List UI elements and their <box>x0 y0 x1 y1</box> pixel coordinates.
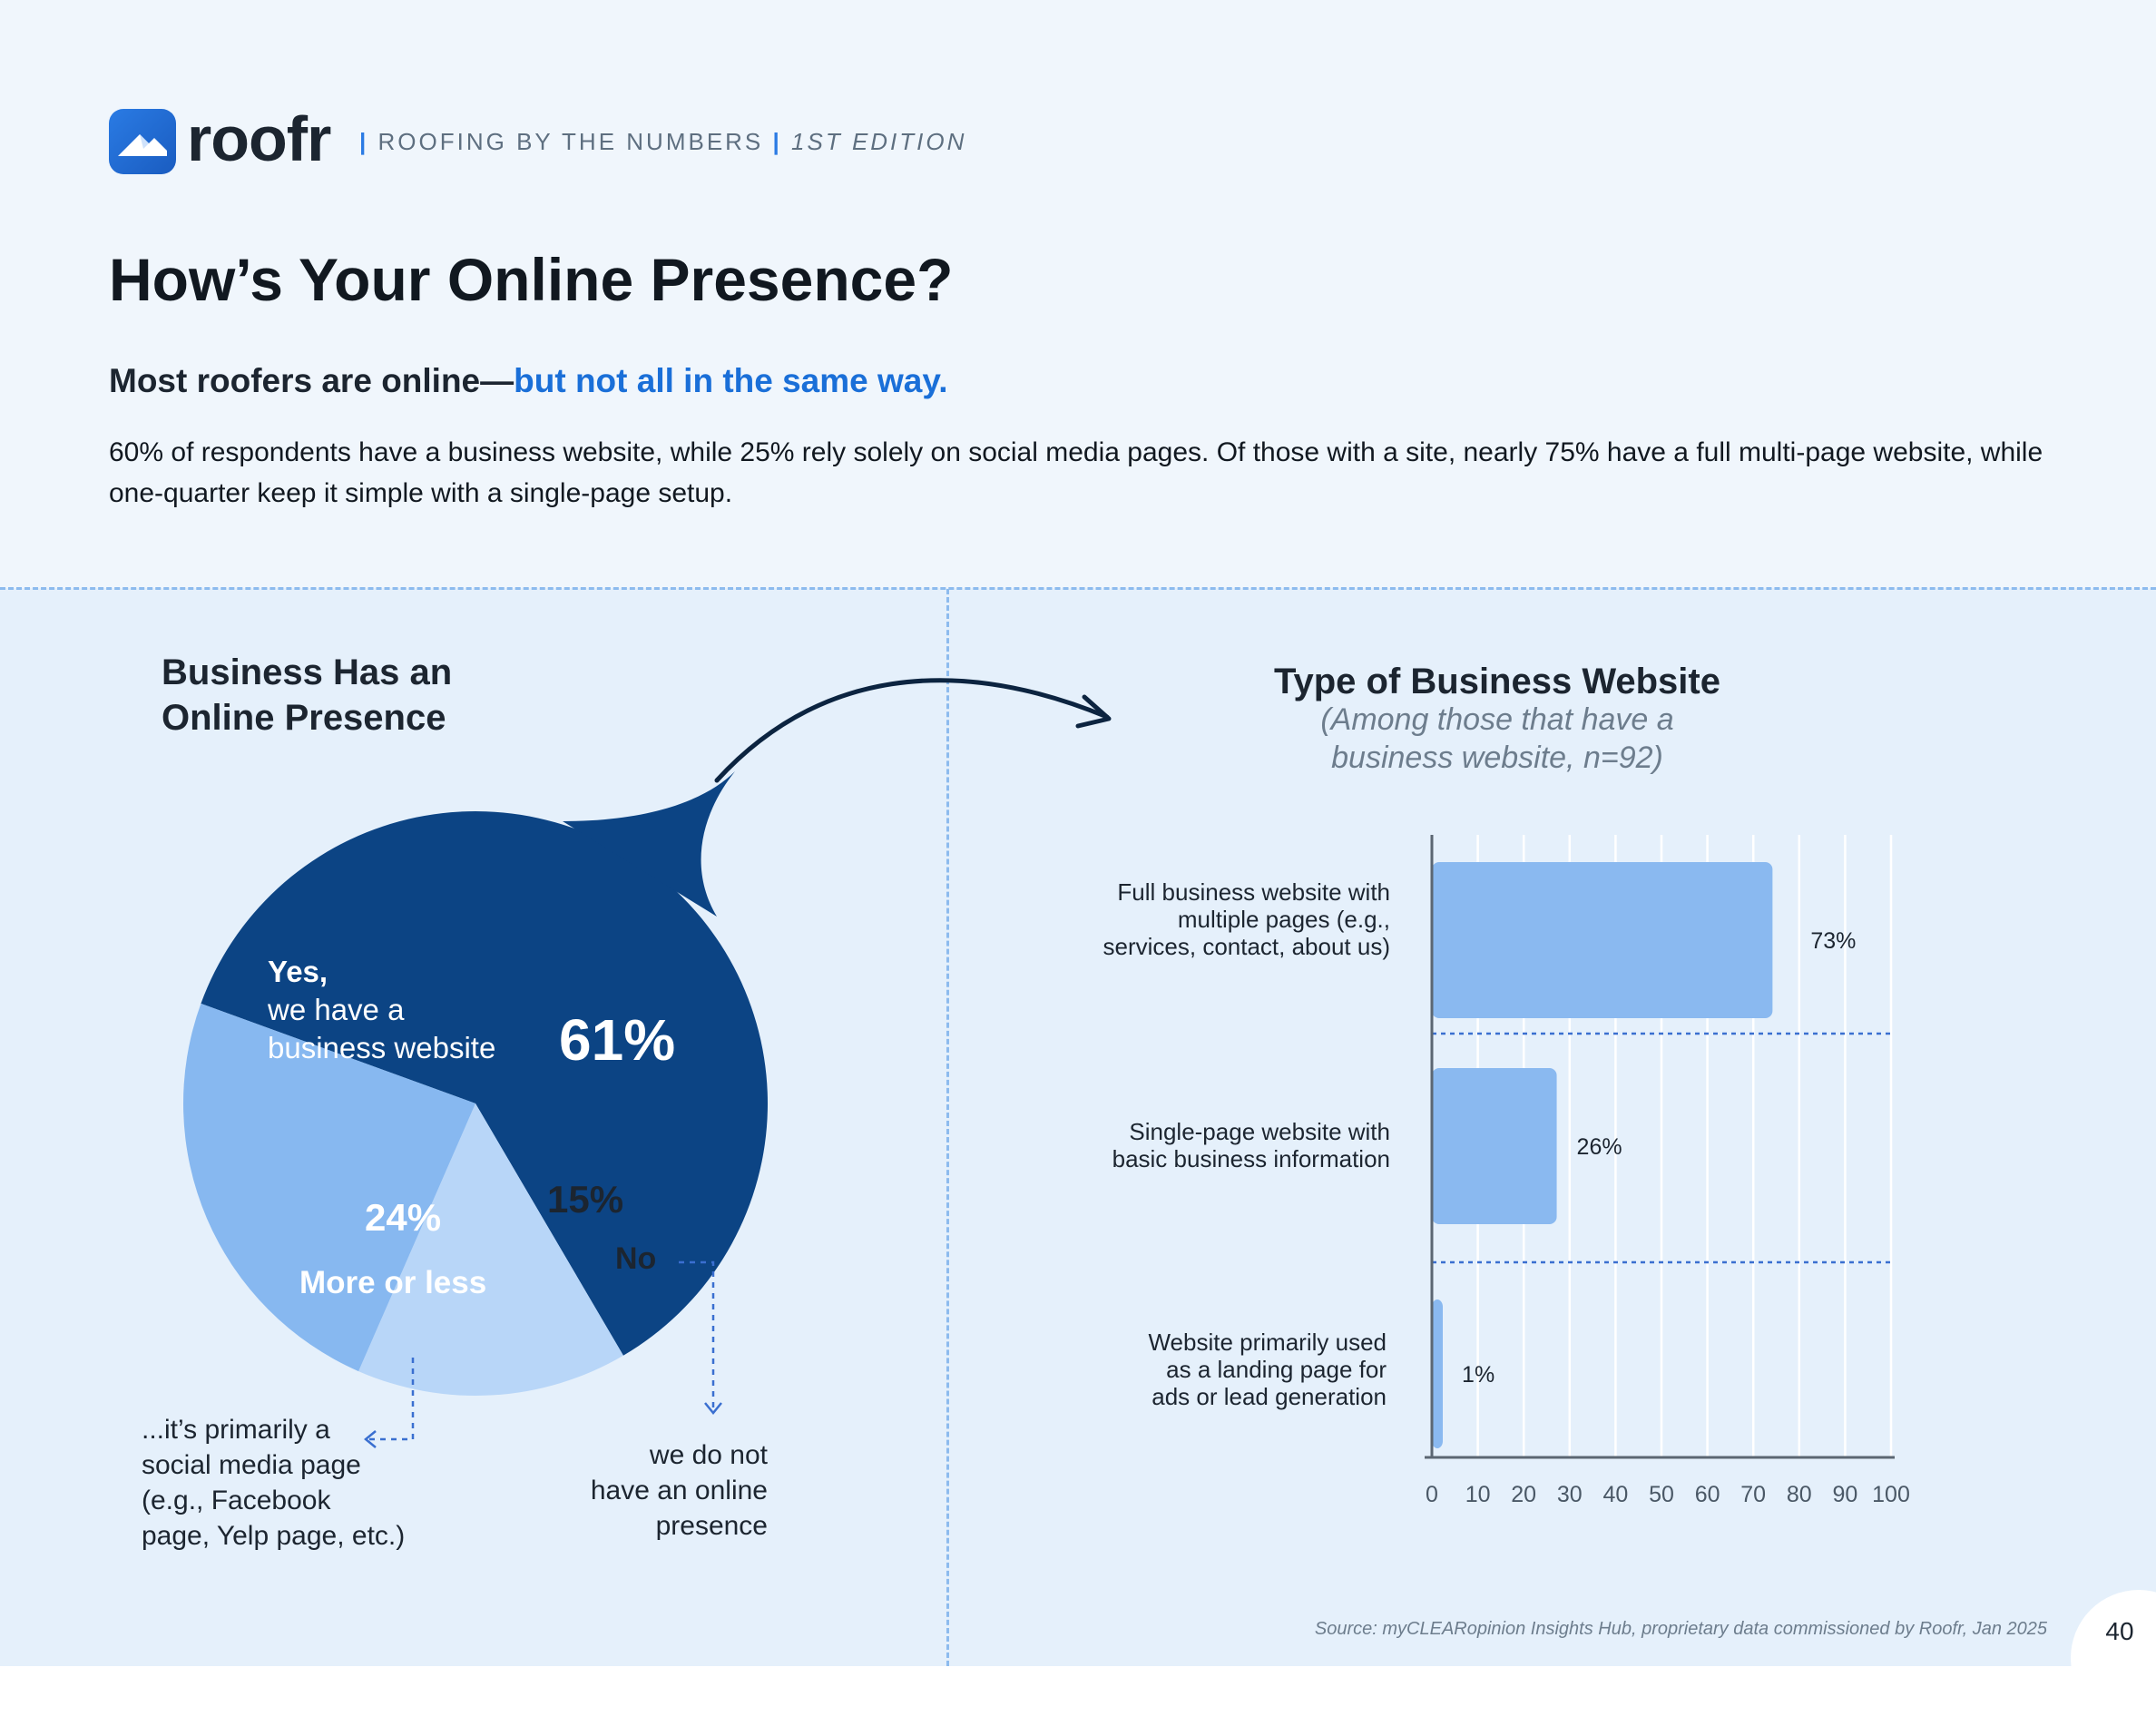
x-tick-label: 30 <box>1557 1482 1583 1507</box>
roofr-logo-icon <box>109 109 176 174</box>
x-tick-label: 100 <box>1872 1482 1910 1507</box>
bar-category-label: Full business website with multiple page… <box>1102 878 1390 960</box>
x-tick-label: 10 <box>1465 1482 1491 1507</box>
x-tick-label: 0 <box>1426 1482 1438 1507</box>
connector-arrow-head <box>1075 694 1112 729</box>
bar-chart-title: Type of Business Website <box>1274 662 1720 701</box>
x-tick-label: 80 <box>1787 1482 1812 1507</box>
report-tagline: | ROOFING BY THE NUMBERS | 1ST EDITION <box>359 128 967 155</box>
pie-label-yes: Yes, we have a business website <box>268 955 496 1064</box>
page-subtitle: Most roofers are online—but not all in t… <box>109 362 948 399</box>
header-background <box>0 0 2156 588</box>
more-or-less-note: ...it’s primarily a social media page (e… <box>142 1415 406 1551</box>
bar-chart-subtitle: (Among those that have a business websit… <box>1320 702 1674 775</box>
x-tick-label: 40 <box>1602 1482 1628 1507</box>
pie-label-no: No <box>615 1241 657 1276</box>
x-tick-label: 20 <box>1511 1482 1536 1507</box>
bar-value-label: 1% <box>1462 1362 1494 1388</box>
bar-category-label: Website primarily used as a landing page… <box>1148 1329 1387 1410</box>
logo-wordmark: roofr <box>187 103 331 174</box>
pie-chart <box>182 678 1112 1396</box>
bar-category-label: Single-page website with basic business … <box>1112 1118 1390 1172</box>
intro-paragraph: 60% of respondents have a business websi… <box>109 437 2043 508</box>
bar <box>1432 1068 1557 1224</box>
bar-chart: 73% 26% 1% <box>1425 835 1895 1459</box>
pie-label-more-or-less: More or less <box>299 1265 487 1300</box>
pie-connector-arrow <box>714 678 1110 783</box>
pie-bubble-tail <box>563 771 735 917</box>
page-title: How’s Your Online Presence? <box>109 246 954 313</box>
no-callout-arrow <box>704 1402 722 1415</box>
x-tick-label: 90 <box>1832 1482 1857 1507</box>
no-callout-line <box>679 1260 715 1408</box>
pie-slice-more-or-less <box>182 1003 475 1372</box>
pie-slice-no <box>358 1103 623 1396</box>
no-presence-note: we do not have an online presence <box>590 1440 768 1541</box>
series-name: ROOFING BY THE NUMBERS <box>377 128 764 155</box>
pie-chart-title: Business Has an Online Presence <box>162 652 453 738</box>
charts-canvas: 0 10 20 30 40 50 60 70 80 90 100 73% 26% 1% <box>182 678 1910 1507</box>
page-number: 40 <box>2105 1617 2134 1645</box>
x-tick-label: 50 <box>1649 1482 1674 1507</box>
more-or-less-callout-line <box>368 1358 415 1441</box>
x-tick-label: 70 <box>1740 1482 1766 1507</box>
bar-value-label: 26% <box>1577 1134 1622 1160</box>
bar <box>1432 1299 1443 1448</box>
horizontal-divider <box>0 587 2156 590</box>
bar-value-label: 73% <box>1810 928 1856 954</box>
bar <box>1432 862 1773 1018</box>
vertical-divider <box>946 589 949 1666</box>
pie-value-no: 15% <box>547 1178 624 1221</box>
pie-slice-yes-we-have-a-business-website <box>201 811 769 1356</box>
pie-value-more-or-less: 24% <box>365 1196 442 1239</box>
pie-value-yes: 61% <box>559 1007 676 1073</box>
edition-label: 1ST EDITION <box>791 128 967 155</box>
more-or-less-callout-arrow <box>364 1430 377 1448</box>
source-note: Source: myCLEARopinion Insights Hub, pro… <box>1314 1619 2047 1639</box>
x-tick-label: 60 <box>1695 1482 1720 1507</box>
